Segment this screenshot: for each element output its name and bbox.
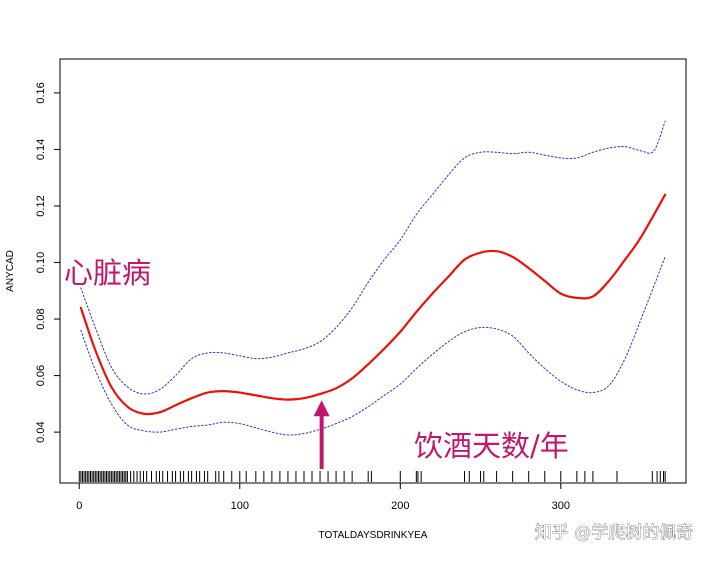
y-tick-label: 0.16 bbox=[35, 82, 47, 103]
x-axis: 0 100 200 300 bbox=[76, 483, 570, 512]
series-line-lower-bound bbox=[80, 256, 666, 436]
annotation-heart-disease: 心脏病 bbox=[64, 256, 151, 290]
annotation-drinking-days: 饮酒天数/年 bbox=[414, 429, 569, 463]
rug-marks bbox=[78, 471, 666, 482]
y-axis: 0.04 0.06 0.08 0.10 0.12 0.14 0.16 bbox=[35, 82, 60, 443]
arrow-head bbox=[313, 400, 330, 417]
y-tick-label: 0.08 bbox=[35, 308, 47, 329]
y-tick-label: 0.10 bbox=[35, 252, 47, 273]
y-tick-label: 0.06 bbox=[35, 365, 47, 386]
y-tick-label: 0.04 bbox=[35, 421, 47, 442]
x-axis-title: TOTALDAYSDRINKYEA bbox=[319, 530, 428, 541]
y-tick-label: 0.14 bbox=[35, 139, 47, 160]
y-axis-title: ANYCAD bbox=[5, 250, 16, 292]
series-line-upper-bound bbox=[80, 120, 666, 395]
x-tick-label: 100 bbox=[231, 500, 249, 512]
y-tick-label: 0.12 bbox=[35, 195, 47, 216]
series-layer bbox=[79, 120, 667, 436]
plot-frame bbox=[59, 58, 687, 484]
annotation-arrow bbox=[313, 400, 330, 469]
series-line-estimate bbox=[79, 193, 667, 416]
x-tick-label: 0 bbox=[76, 500, 82, 512]
watermark: 知乎 @学爬树的佩奇 bbox=[535, 523, 693, 543]
x-tick-label: 300 bbox=[552, 500, 570, 512]
x-tick-label: 200 bbox=[391, 500, 409, 512]
